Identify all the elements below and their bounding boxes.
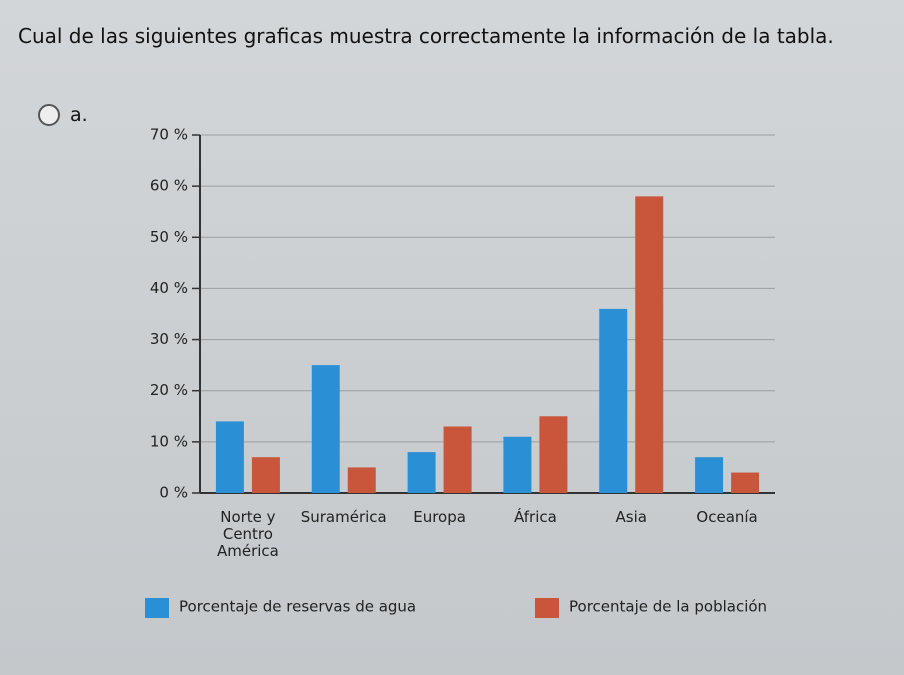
radio-button[interactable] bbox=[38, 104, 60, 126]
bar bbox=[695, 457, 724, 493]
bar bbox=[215, 421, 244, 493]
bar bbox=[311, 365, 340, 493]
bar bbox=[443, 426, 472, 493]
x-tick-label: Europa bbox=[413, 508, 466, 526]
legend-label: Porcentaje de reservas de agua bbox=[179, 598, 416, 616]
bar bbox=[347, 467, 376, 493]
y-tick-label: 10 % bbox=[150, 432, 188, 450]
y-tick-label: 20 % bbox=[150, 381, 188, 399]
bar bbox=[539, 416, 568, 493]
bar bbox=[635, 196, 664, 493]
option-label[interactable]: a. bbox=[70, 104, 88, 126]
legend-label: Porcentaje de la población bbox=[569, 598, 767, 616]
question: Cual de las siguientes graficas muestra … bbox=[18, 24, 834, 48]
y-tick-label: 40 % bbox=[150, 279, 188, 297]
x-tick-label: África bbox=[514, 508, 557, 526]
x-tick-label: Asia bbox=[615, 508, 647, 526]
y-tick-label: 30 % bbox=[150, 330, 188, 348]
x-tick-label: Norte y Centro América bbox=[216, 508, 279, 560]
y-tick-label: 0 % bbox=[159, 484, 188, 502]
bar bbox=[251, 457, 280, 493]
y-tick-label: 50 % bbox=[150, 228, 188, 246]
x-tick-label: Oceanía bbox=[696, 508, 758, 526]
bar bbox=[599, 308, 628, 493]
bar bbox=[503, 436, 532, 493]
legend-swatch bbox=[145, 598, 169, 618]
legend-swatch bbox=[535, 598, 559, 618]
bar bbox=[731, 472, 760, 493]
y-tick-label: 70 % bbox=[150, 126, 188, 144]
bar bbox=[407, 452, 436, 493]
x-tick-label: Suramérica bbox=[300, 508, 387, 526]
y-tick-label: 60 % bbox=[150, 177, 188, 195]
